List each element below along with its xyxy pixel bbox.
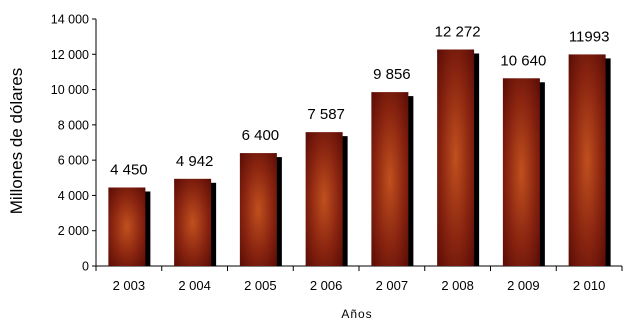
x-tick-label: 2 007 xyxy=(376,278,409,293)
y-tick-label: 14 000 xyxy=(51,13,89,27)
bar xyxy=(371,92,409,266)
data-label: 4 942 xyxy=(176,153,214,170)
bar xyxy=(568,54,606,267)
y-tick-label: 6 000 xyxy=(58,154,89,168)
y-tick-label: 0 xyxy=(82,260,89,274)
x-tick-label: 2 004 xyxy=(178,278,211,293)
y-tick-label: 12 000 xyxy=(51,48,89,62)
data-label: 10 640 xyxy=(500,52,546,69)
y-axis: 0 2 000 4 000 6 000 8 000 10 000 12 000 14 000 xyxy=(51,13,97,274)
y-tick-label: 10 000 xyxy=(51,83,89,97)
x-axis: 2 003 2 004 2 005 2 006 2 007 2 008 2 009 2 010 xyxy=(95,265,623,293)
bar xyxy=(239,153,277,266)
y-tick-label: 2 000 xyxy=(58,224,89,238)
x-tick-label: 2 003 xyxy=(113,278,146,293)
bar xyxy=(305,132,343,266)
bar xyxy=(437,49,475,266)
data-label: 9 856 xyxy=(373,66,411,83)
data-label: 4 450 xyxy=(110,161,148,178)
x-tick-label: 2 006 xyxy=(310,278,343,293)
x-tick-label: 2 010 xyxy=(573,278,606,293)
y-tick-label: 8 000 xyxy=(58,118,89,132)
x-tick-label: 2 009 xyxy=(507,278,540,293)
y-axis-title: Millones de dólares xyxy=(7,68,26,214)
y-tick-label: 4 000 xyxy=(58,189,89,203)
data-label: 6 400 xyxy=(242,127,280,144)
bar xyxy=(108,187,146,266)
data-label: 7 587 xyxy=(307,106,345,123)
data-labels: 4 450 4 942 6 400 7 587 9 856 12 272 10 640 119… xyxy=(110,23,609,178)
data-label: 11993 xyxy=(569,28,610,45)
bars xyxy=(108,49,611,267)
x-axis-title: Años xyxy=(341,307,372,320)
data-label: 12 272 xyxy=(435,23,481,40)
bar xyxy=(174,178,212,266)
bar xyxy=(502,78,540,266)
x-tick-label: 2 005 xyxy=(244,278,277,293)
x-tick-label: 2 008 xyxy=(441,278,474,293)
